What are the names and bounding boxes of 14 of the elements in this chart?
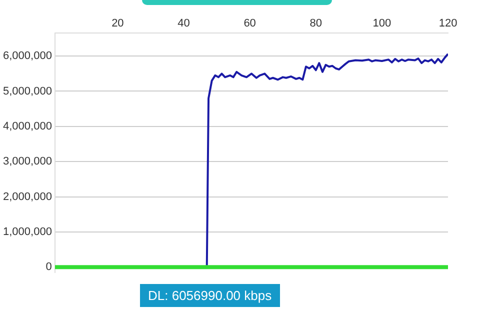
y-tick-label: 4,000,000: [3, 120, 52, 132]
x-tick-label: 80: [310, 18, 322, 30]
y-tick-label: 2,000,000: [3, 190, 52, 203]
x-tick-label: 60: [244, 18, 256, 30]
x-tick-label: 40: [178, 18, 190, 30]
y-tick-label: 5,000,000: [3, 85, 52, 98]
y-tick-label: 0: [46, 261, 52, 274]
x-tick-label: 120: [438, 18, 458, 30]
y-tick-label: 1,000,000: [3, 226, 52, 238]
x-tick-label: 20: [112, 18, 124, 30]
x-tick-label: 100: [372, 18, 392, 30]
text: DL: 6056990.00 kbps: [140, 284, 280, 307]
y-tick-label: 6,000,000: [3, 50, 52, 62]
y-tick-label: 3,000,000: [3, 156, 52, 168]
